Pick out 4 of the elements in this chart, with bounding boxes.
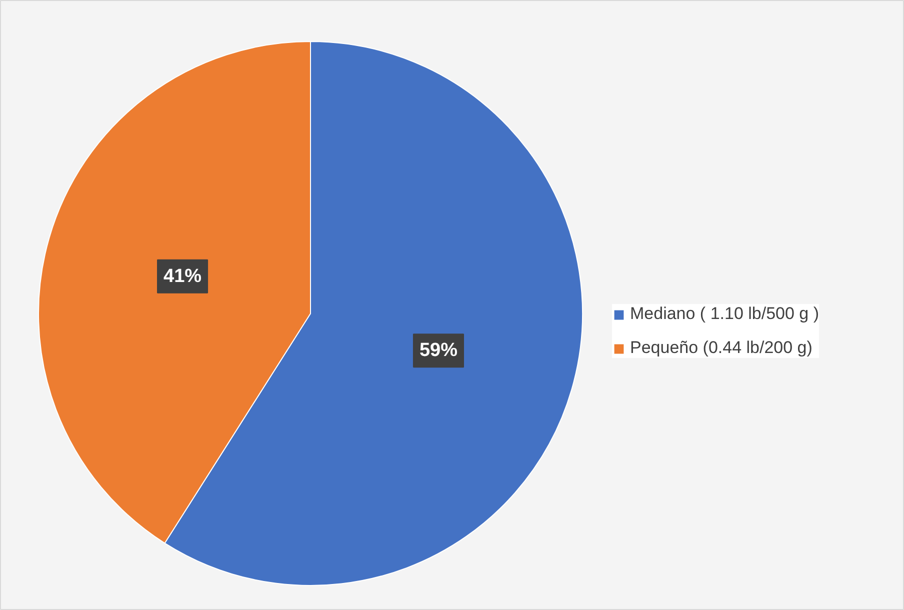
data-label: 59%	[419, 340, 458, 362]
legend-label: Pequeño (0.44 lb/200 g)	[630, 338, 812, 358]
data-label: 41%	[164, 266, 202, 287]
legend-label: Mediano ( 1.10 lb/500 g )	[630, 304, 820, 324]
